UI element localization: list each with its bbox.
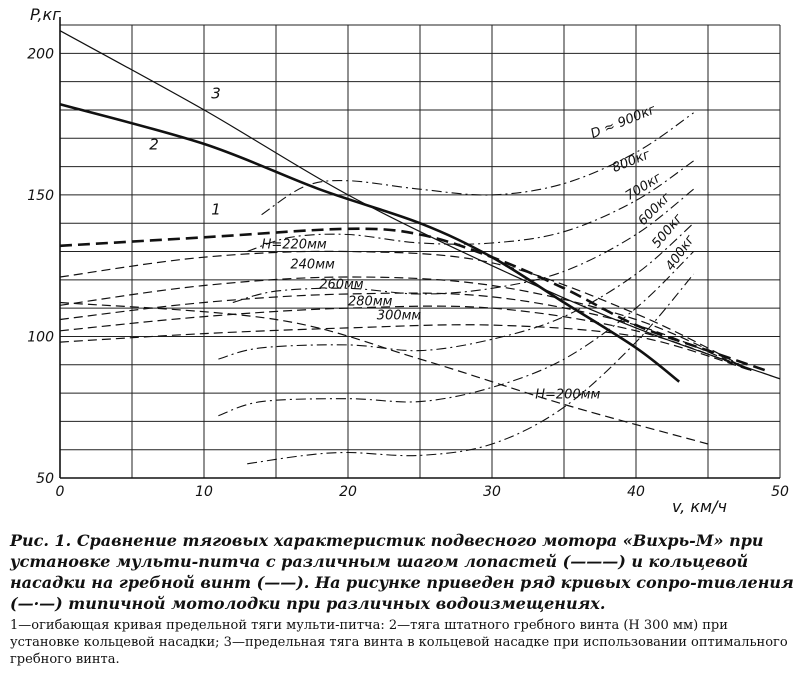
chart-axes: 0 10 20 30 40 50 50 100 150 200: [27, 17, 789, 500]
curve-label-260мм: 260мм: [319, 277, 364, 292]
thrust-chart: 0 10 20 30 40 50 50 100 150 200 1 2 3 H=220мм 240мм 26…: [27, 5, 789, 516]
series-line-800кг: [247, 160, 694, 253]
curve-label-3: 3: [211, 85, 221, 103]
figure-caption: Рис. 1. Сравнение тяговых характеристик …: [10, 530, 800, 668]
series-line-300мм: [59, 324, 752, 371]
y-tick-label: 50: [36, 471, 54, 487]
curve-label-300мм: 300мм: [377, 308, 422, 323]
series-line-280мм: [59, 305, 752, 371]
x-tick-label: 40: [627, 484, 645, 500]
series-line-d-900кг: [261, 112, 694, 216]
x-tick-label: 50: [771, 484, 789, 500]
x-axis-label: v, км/ч: [672, 497, 727, 516]
curve-label-2: 2: [149, 136, 159, 154]
curve-label-280мм: 280мм: [348, 294, 393, 309]
y-tick-label: 100: [27, 329, 54, 345]
series-line-700кг: [232, 188, 694, 304]
y-tick-label: 150: [27, 188, 54, 204]
y-tick-label: 200: [27, 46, 54, 62]
x-tick-label: 30: [483, 484, 501, 500]
curve-label-h-200мм: H=200мм: [535, 388, 600, 403]
series-line-h-220мм: [59, 250, 752, 371]
series-line-600кг: [218, 222, 694, 360]
series-line-500кг: [218, 251, 694, 417]
series-line-240мм: [59, 276, 752, 371]
y-axis-label: P,кг: [30, 5, 61, 24]
series-line-h-200мм: [59, 301, 709, 445]
x-tick-label: 10: [195, 484, 213, 500]
series-line-3: [59, 30, 781, 380]
series-line-1: [59, 227, 767, 372]
curve-label-800кг: 800кг: [610, 147, 652, 176]
x-tick-label: 20: [339, 484, 357, 500]
curve-label-240мм: 240мм: [290, 257, 335, 272]
x-tick-label: 0: [56, 484, 65, 500]
curve-label-1: 1: [211, 201, 221, 219]
chart-series: [59, 30, 781, 465]
caption-notes: 1—огибающая кривая предельной тяги мульт…: [10, 618, 788, 667]
curve-label-d-900кг: D ≈ 900кг: [589, 102, 658, 142]
curve-label-h-220мм: H=220мм: [262, 238, 327, 253]
series-line-400кг: [247, 273, 695, 465]
series-line-260мм: [59, 292, 752, 371]
caption-main: Рис. 1. Сравнение тяговых характеристик …: [10, 531, 794, 613]
